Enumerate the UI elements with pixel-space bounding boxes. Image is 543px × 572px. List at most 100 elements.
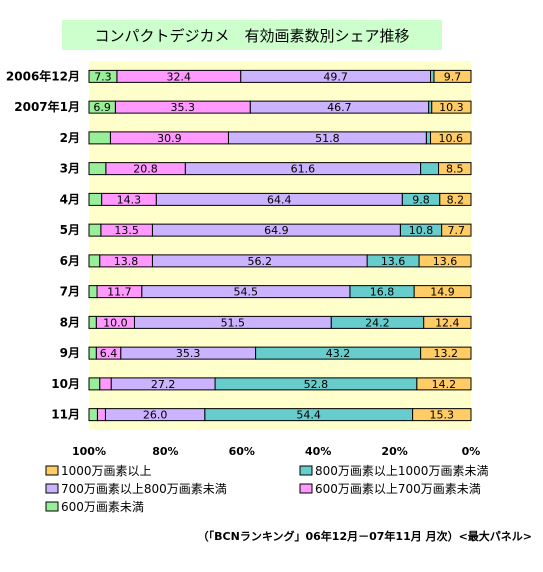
data-label: 8.2 [447,193,465,206]
bar-row: 8.5 61.6 20.8 [88,162,472,176]
bar-segment [88,254,101,268]
bar-row: 14.2 52.8 27.2 [88,377,472,391]
bar-row: 15.3 54.4 26.0 [88,408,472,422]
data-label: 52.8 [304,378,329,391]
bar-segment [96,408,106,422]
data-label: 10.0 [103,316,128,329]
bar-row: 7.7 10.8 64.9 13.5 [88,223,472,237]
bar-segment [88,285,98,299]
legend-label: 1000万画素以上 [61,464,152,478]
bar-row: 12.4 24.2 51.5 10.0 [88,315,472,329]
data-label: 46.7 [327,101,352,114]
data-label: 35.3 [176,347,201,360]
data-label: 51.8 [315,132,340,145]
data-label: 7.7 [448,224,466,237]
x-tick-label: 40% [305,445,331,458]
x-tick-label: 100% [72,445,106,458]
legend-label: 600万画素以上700万画素未満 [315,482,481,496]
legend-swatch [45,483,59,494]
data-label: 12.4 [435,316,460,329]
data-label: 16.8 [370,286,395,299]
category-label: 5月 [60,223,80,237]
data-label: 13.2 [434,347,459,360]
data-label: 61.6 [291,163,316,176]
chart-title: コンパクトデジカメ 有効画素数別シェア推移 [94,27,409,45]
bar-row: 10.3 46.7 35.3 6.9 [88,100,472,114]
data-label: 7.3 [94,70,112,83]
legend-swatch [299,483,313,494]
x-tick-label: 20% [381,445,407,458]
bar-segment [88,377,101,391]
bar-segment [430,69,435,83]
data-label: 35.3 [171,101,196,114]
category-label: 11月 [51,408,80,422]
data-label: 13.6 [433,255,458,268]
category-label: 7月 [60,285,80,299]
bar-row: 13.6 13.6 56.2 13.8 [88,254,472,268]
legend-swatch [299,465,313,476]
category-label: 10月 [51,377,80,391]
data-label: 30.9 [157,132,182,145]
bar-segment [88,69,118,83]
category-label: 8月 [60,315,80,329]
legend-swatch [45,465,59,476]
bar-segment [99,377,112,391]
data-label: 9.8 [412,193,430,206]
x-tick-label: 0% [462,445,481,458]
category-label: 6月 [60,254,80,268]
legend-item: 600万画素未満 [45,500,144,514]
data-label: 49.7 [323,70,348,83]
title-box: コンパクトデジカメ 有効画素数別シェア推移 [62,20,442,50]
bar-row: 8.2 9.8 64.4 14.3 [88,192,472,206]
legend-item: 800万画素以上1000万画素未満 [299,464,488,478]
data-label: 13.8 [114,255,139,268]
data-label: 24.2 [365,316,390,329]
bars-layer: 9.7 49.7 32.4 7.3 10.3 46.7 35.3 6.9 10.6 51.8 30.… [88,69,472,422]
data-label: 54.5 [234,286,259,299]
x-tick-label: 60% [229,445,255,458]
legend: 1000万画素以上 800万画素以上1000万画素未満 700万画素以上800万画素… [45,464,488,514]
bar-segment [88,408,98,422]
plot-area [89,61,471,430]
data-label: 64.4 [267,193,292,206]
data-label: 6.9 [93,101,111,114]
bar-segment [88,346,97,360]
bar-row: 10.6 51.8 30.9 [88,131,472,145]
category-label: 2007年1月 [14,99,80,114]
data-label: 10.3 [439,101,464,114]
legend-label: 700万画素以上800万画素未満 [61,482,227,496]
x-axis: 100% 80% 60% 40% 20% 0% [72,445,480,458]
category-label: 2月 [60,131,80,145]
legend-label: 800万画素以上1000万画素未満 [315,464,488,478]
data-label: 6.4 [100,347,118,360]
bar-segment [420,162,440,176]
category-label: 3月 [60,162,80,176]
data-label: 14.3 [117,193,142,206]
legend-label: 600万画素未満 [61,500,144,514]
data-label: 13.5 [114,224,139,237]
data-label: 32.4 [167,70,192,83]
data-label: 15.3 [430,409,455,422]
category-label: 4月 [60,192,80,206]
data-label: 13.6 [381,255,406,268]
bar-segment [88,162,107,176]
chart-caption: （「BCNランキング」06年12月－07年11月 月次）<最大パネル> [198,529,532,543]
data-label: 51.5 [221,316,246,329]
category-labels: 2006年12月 2007年1月 2月 3月 4月 5月 6月 7月 8月 9月 10月 11月 [6,68,80,421]
title-background [62,20,442,50]
category-label: 2006年12月 [6,68,80,83]
data-label: 64.9 [264,224,289,237]
bar-row: 9.7 49.7 32.4 7.3 [88,69,472,83]
legend-swatch [45,501,59,512]
bar-row: 14.9 16.8 54.5 11.7 [88,285,472,299]
data-label: 26.0 [143,409,168,422]
data-label: 20.8 [133,163,158,176]
data-label: 27.2 [151,378,176,391]
bar-segment [425,131,432,145]
bar-segment [88,100,116,114]
data-label: 56.2 [248,255,273,268]
bar-segment [88,192,103,206]
data-label: 10.6 [439,132,464,145]
